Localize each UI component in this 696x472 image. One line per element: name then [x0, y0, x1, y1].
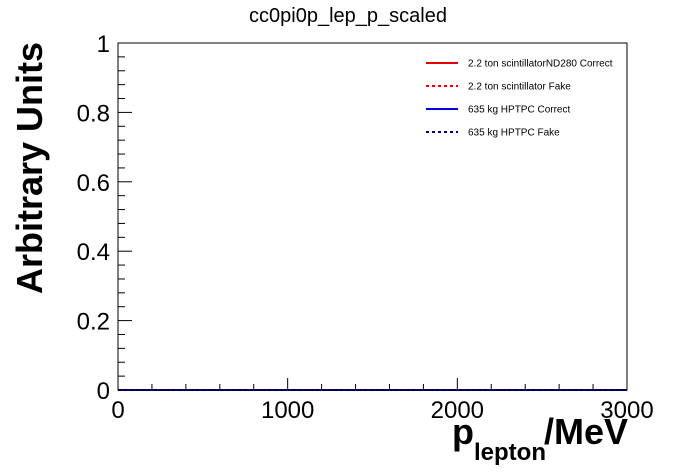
legend-label-4: 635 kg HPTPC Fake [468, 128, 560, 139]
legend: 2.2 ton scintillatorND280 Correct 2.2 ton… [426, 59, 613, 139]
x-axis-label: p lepton /MeV [452, 411, 628, 466]
x-axis-label-subscript: lepton [474, 439, 546, 466]
legend-label-2: 2.2 ton scintillator Fake [468, 82, 571, 93]
y-tick-label: 0.6 [77, 170, 110, 197]
x-tick-label: 1000 [261, 397, 314, 424]
y-tick-label: 0.4 [77, 239, 110, 266]
x-axis-label-main: p [452, 411, 474, 452]
x-tick-label: 2000 [431, 397, 484, 424]
x-axis-label-unit: /MeV [544, 411, 628, 452]
y-tick-label: 0.8 [77, 100, 110, 127]
legend-label-3: 635 kg HPTPC Correct [468, 105, 570, 116]
x-tick-label: 0 [111, 397, 124, 424]
chart-title: cc0pi0p_lep_p_scaled [249, 5, 447, 27]
plot-frame [117, 42, 628, 391]
x-tick-label: 3000 [600, 397, 653, 424]
y-tick-label: 1 [97, 31, 110, 58]
y-axis-label: Arbitrary Units [9, 42, 50, 294]
y-tick-label: 0 [97, 378, 110, 405]
y-tick-label: 0.2 [77, 309, 110, 336]
tick-labels: 0 1000 2000 3000 0 0.2 0.4 0.6 0.8 1 [77, 31, 654, 424]
axes [117, 42, 628, 391]
legend-label-1: 2.2 ton scintillatorND280 Correct [468, 59, 613, 70]
